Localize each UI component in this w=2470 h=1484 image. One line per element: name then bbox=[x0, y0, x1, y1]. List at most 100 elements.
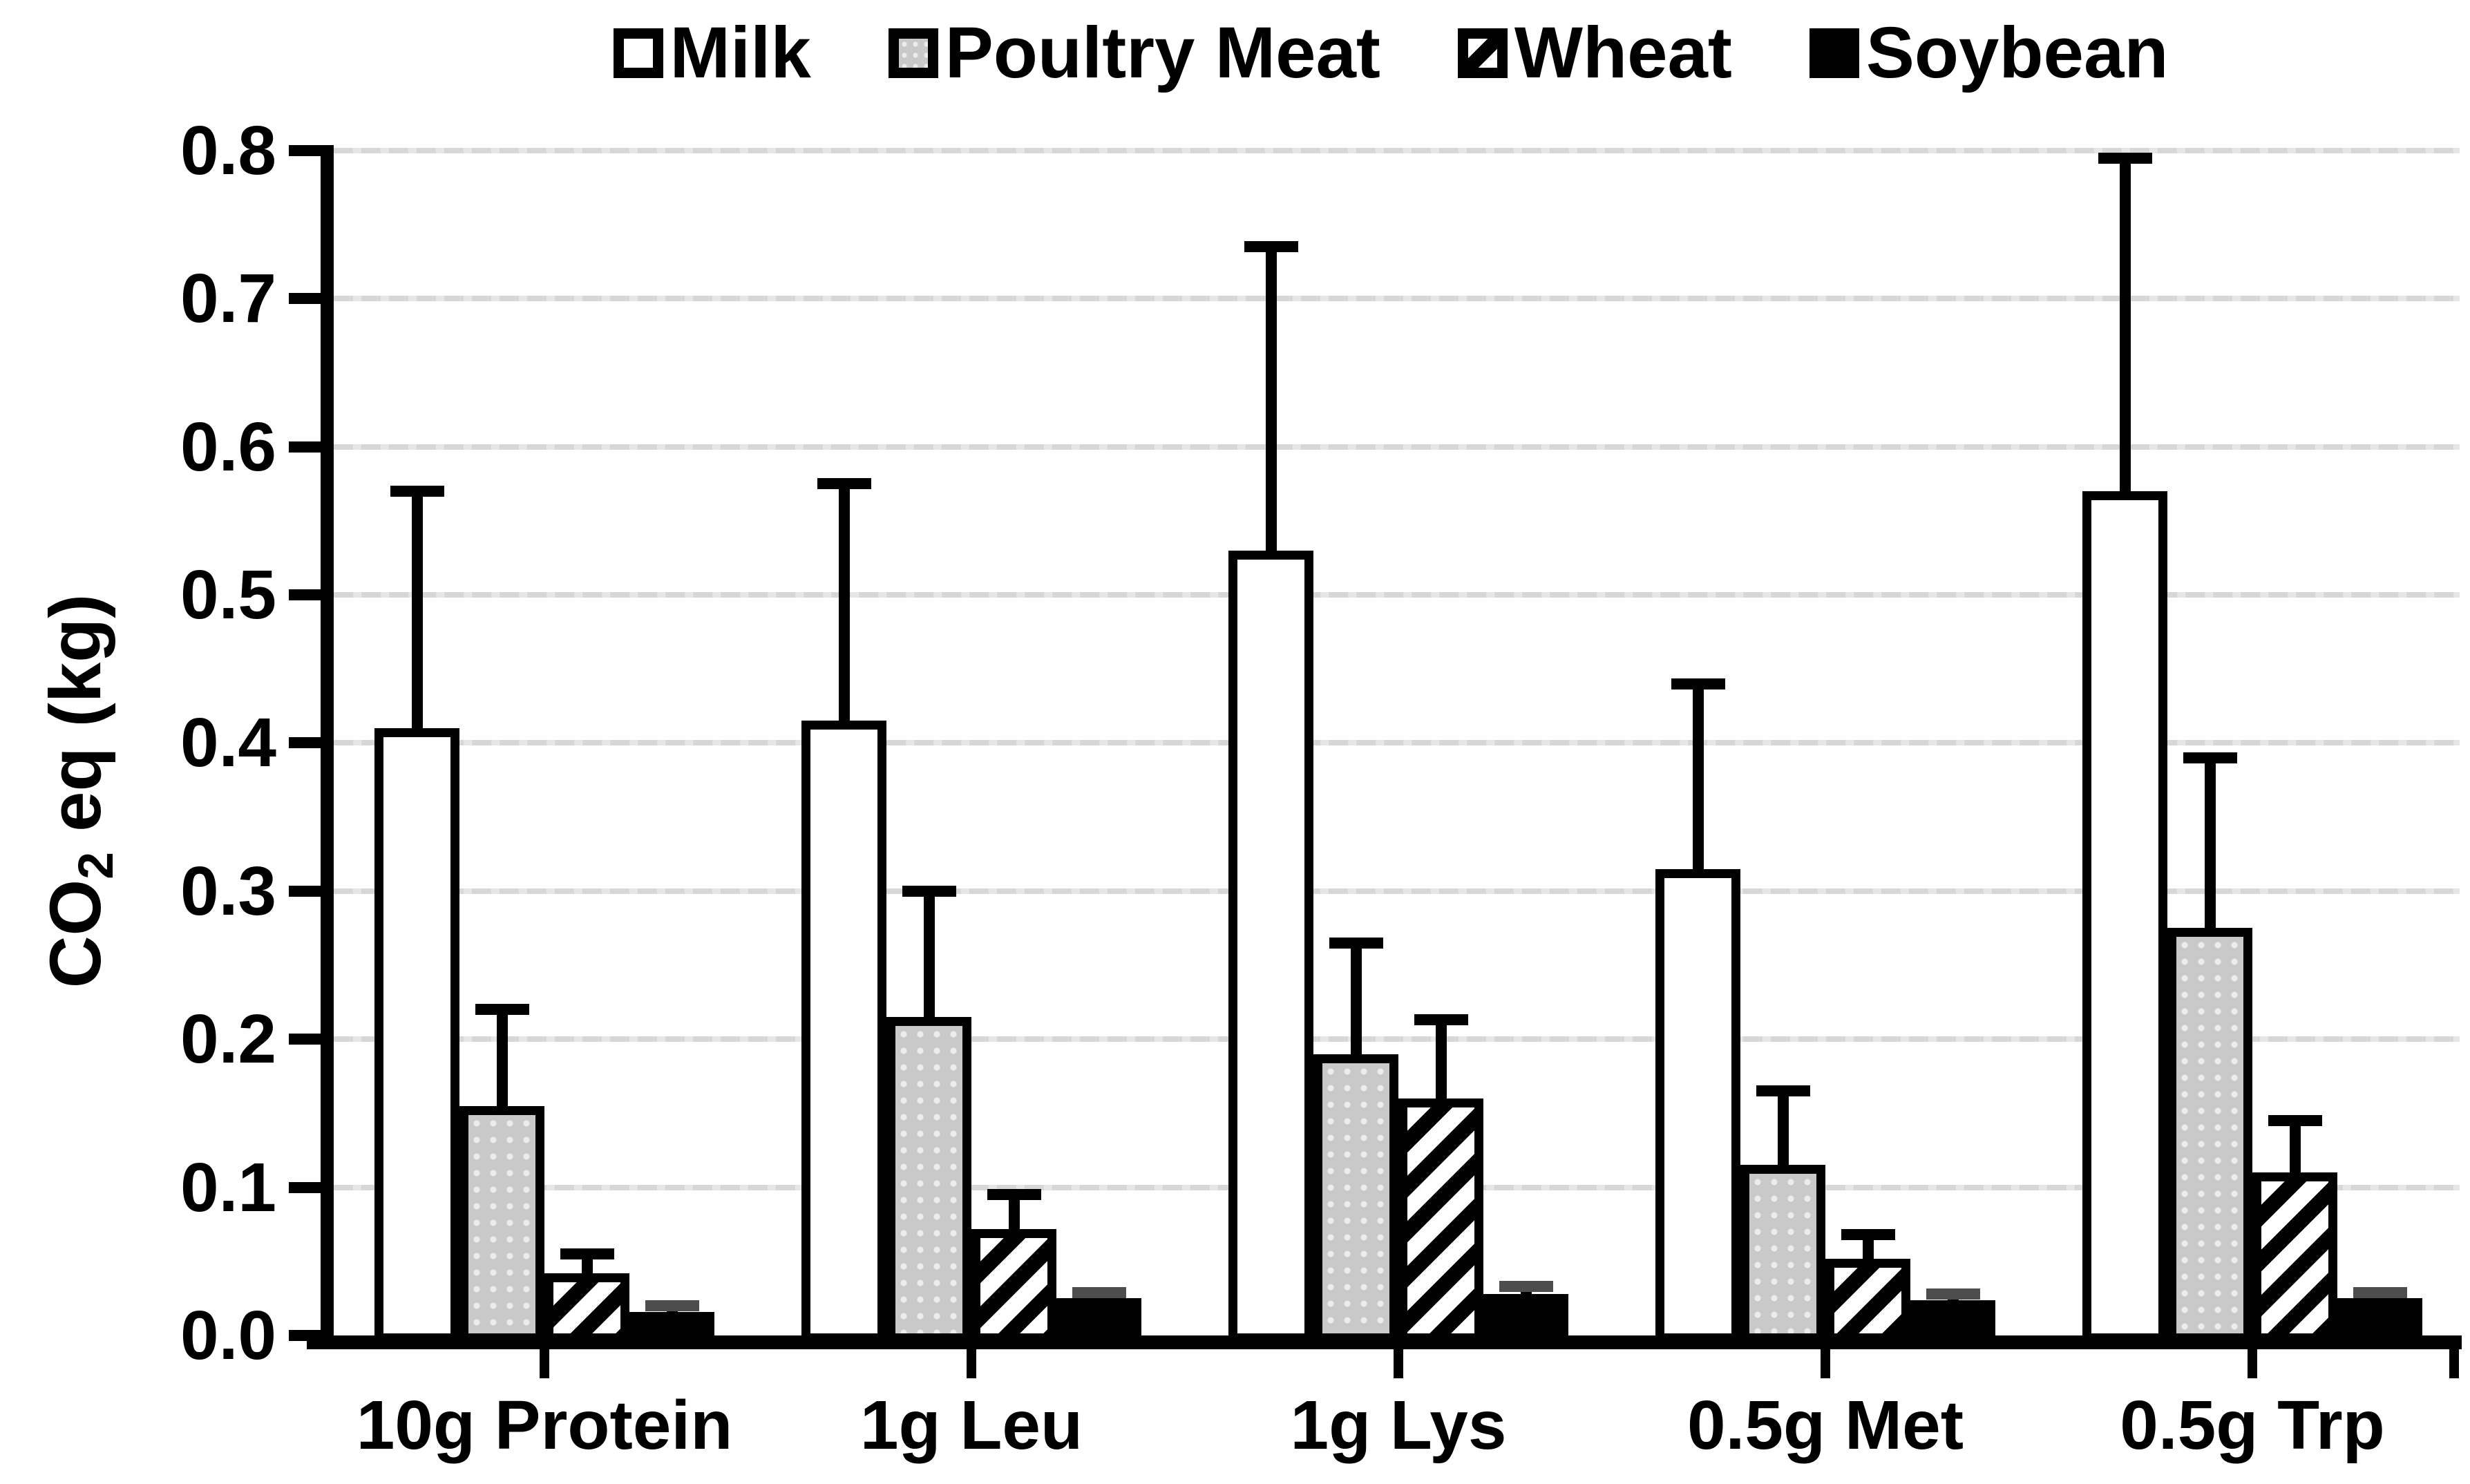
error-bar-stem-milk-1 bbox=[411, 491, 423, 732]
legend-swatch-poultry-icon bbox=[888, 28, 938, 78]
error-bar-cap-poultry-1 bbox=[475, 1004, 529, 1016]
legend-item-soybean: Soybean bbox=[1809, 12, 2169, 93]
error-bar-cap-soybean-4 bbox=[1926, 1288, 1980, 1300]
error-bar-cap-milk-2 bbox=[817, 478, 871, 490]
legend-swatch-milk-icon bbox=[613, 28, 663, 78]
x-axis-tick-3 bbox=[1394, 1349, 1403, 1378]
error-bar-stem-poultry-3 bbox=[1350, 942, 1362, 1058]
bar-poultry-4 bbox=[1740, 1165, 1825, 1342]
bar-wheat-5 bbox=[2252, 1172, 2337, 1342]
error-bar-cap-wheat-4 bbox=[1841, 1229, 1895, 1241]
legend-label-milk: Milk bbox=[669, 12, 811, 93]
x-axis-tick-5 bbox=[2248, 1349, 2257, 1378]
error-bar-stem-poultry-4 bbox=[1777, 1091, 1789, 1170]
y-axis-tick-0.5 bbox=[289, 589, 323, 600]
bar-poultry-1 bbox=[459, 1105, 544, 1342]
bar-poultry-5 bbox=[2167, 928, 2252, 1342]
y-axis-tick-0.6 bbox=[289, 441, 323, 453]
y-tick-label-0.5: 0.5 bbox=[180, 556, 276, 634]
x-axis-tick-4 bbox=[1821, 1349, 1830, 1378]
gridline-0.6 bbox=[334, 444, 2460, 450]
y-tick-label-0.6: 0.6 bbox=[180, 408, 276, 486]
legend-label-soybean: Soybean bbox=[1865, 12, 2169, 93]
error-bar-cap-soybean-2 bbox=[1072, 1286, 1126, 1298]
x-category-label-3: 1g Lys bbox=[1290, 1387, 1507, 1464]
y-tick-label-0.7: 0.7 bbox=[180, 260, 276, 338]
gridline-0.7 bbox=[334, 296, 2460, 302]
x-axis-line bbox=[307, 1335, 2462, 1349]
bar-milk-3 bbox=[1228, 550, 1313, 1342]
y-axis-tick-0.3 bbox=[289, 885, 323, 897]
error-bar-stem-poultry-5 bbox=[2204, 757, 2216, 933]
chart-legend: Milk Poultry Meat Wheat Soybean bbox=[322, 15, 2460, 91]
error-bar-stem-milk-4 bbox=[1692, 683, 1704, 873]
bar-milk-4 bbox=[1655, 868, 1740, 1342]
error-bar-stem-wheat-1 bbox=[581, 1254, 593, 1277]
bar-milk-1 bbox=[374, 727, 459, 1342]
error-bar-stem-wheat-4 bbox=[1862, 1235, 1874, 1263]
gridline-0.4 bbox=[334, 740, 2460, 746]
bar-wheat-2 bbox=[971, 1228, 1056, 1342]
gridline-0.5 bbox=[334, 592, 2460, 598]
error-bar-cap-poultry-5 bbox=[2183, 752, 2237, 763]
error-bar-cap-wheat-2 bbox=[987, 1189, 1041, 1201]
error-bar-stem-poultry-2 bbox=[923, 891, 935, 1022]
error-bar-stem-poultry-1 bbox=[496, 1009, 508, 1110]
y-axis-line bbox=[321, 144, 334, 1349]
error-bar-cap-poultry-4 bbox=[1756, 1085, 1810, 1097]
x-category-label-1: 10g Protein bbox=[356, 1387, 733, 1464]
y-axis-tick-0.1 bbox=[289, 1181, 323, 1193]
bar-poultry-2 bbox=[886, 1017, 971, 1342]
error-bar-cap-milk-5 bbox=[2098, 152, 2152, 164]
error-bar-cap-wheat-5 bbox=[2268, 1115, 2322, 1127]
bar-milk-5 bbox=[2082, 491, 2167, 1342]
x-category-label-2: 1g Leu bbox=[859, 1387, 1083, 1464]
bar-wheat-1 bbox=[544, 1273, 629, 1342]
error-bar-cap-milk-1 bbox=[390, 485, 444, 497]
error-bar-stem-wheat-5 bbox=[2289, 1121, 2301, 1177]
error-bar-stem-wheat-3 bbox=[1435, 1020, 1447, 1103]
legend-swatch-wheat-icon bbox=[1457, 28, 1508, 78]
y-axis-tick-0.0 bbox=[289, 1330, 323, 1341]
error-bar-cap-poultry-3 bbox=[1329, 937, 1383, 949]
y-axis-tick-0.2 bbox=[289, 1034, 323, 1045]
legend-label-wheat: Wheat bbox=[1514, 12, 1732, 93]
y-tick-label-0.1: 0.1 bbox=[180, 1148, 276, 1226]
bar-wheat-3 bbox=[1398, 1098, 1483, 1342]
gridline-0.2 bbox=[334, 1036, 2460, 1043]
legend-label-poultry: Poultry Meat bbox=[944, 12, 1380, 93]
gridline-0.3 bbox=[334, 888, 2460, 894]
error-bar-stem-wheat-2 bbox=[1008, 1195, 1020, 1233]
error-bar-cap-milk-3 bbox=[1244, 241, 1298, 253]
y-tick-label-0.4: 0.4 bbox=[180, 704, 276, 782]
error-bar-stem-milk-2 bbox=[838, 484, 850, 725]
legend-item-milk: Milk bbox=[613, 12, 811, 93]
error-bar-cap-wheat-1 bbox=[560, 1248, 614, 1260]
gridline-0.8 bbox=[334, 147, 2460, 153]
error-bar-cap-soybean-3 bbox=[1499, 1281, 1553, 1293]
x-category-label-5: 0.5g Trp bbox=[2120, 1387, 2385, 1464]
legend-swatch-soybean-icon bbox=[1809, 28, 1859, 78]
error-bar-cap-poultry-2 bbox=[902, 885, 956, 897]
legend-item-wheat: Wheat bbox=[1457, 12, 1732, 93]
error-bar-cap-wheat-3 bbox=[1414, 1014, 1468, 1026]
bar-wheat-4 bbox=[1825, 1258, 1910, 1342]
y-tick-label-0.8: 0.8 bbox=[180, 111, 276, 189]
y-axis-tick-0.8 bbox=[289, 144, 323, 156]
x-axis-tick-2 bbox=[967, 1349, 976, 1378]
legend-item-poultry: Poultry Meat bbox=[888, 12, 1380, 93]
y-tick-label-0.3: 0.3 bbox=[180, 852, 276, 930]
x-category-label-4: 0.5g Met bbox=[1687, 1387, 1964, 1464]
x-axis-tick-1 bbox=[540, 1349, 549, 1378]
y-axis-tick-0.4 bbox=[289, 737, 323, 749]
bar-milk-2 bbox=[801, 721, 886, 1342]
bar-poultry-3 bbox=[1313, 1054, 1398, 1342]
x-axis-tick-6 bbox=[2449, 1349, 2459, 1378]
y-tick-label-0.0: 0.0 bbox=[180, 1297, 276, 1374]
error-bar-stem-milk-5 bbox=[2119, 158, 2131, 495]
error-bar-cap-milk-4 bbox=[1671, 678, 1725, 689]
error-bar-cap-soybean-1 bbox=[645, 1300, 699, 1312]
error-bar-stem-milk-3 bbox=[1265, 247, 1277, 555]
error-bar-cap-soybean-5 bbox=[2353, 1286, 2407, 1298]
